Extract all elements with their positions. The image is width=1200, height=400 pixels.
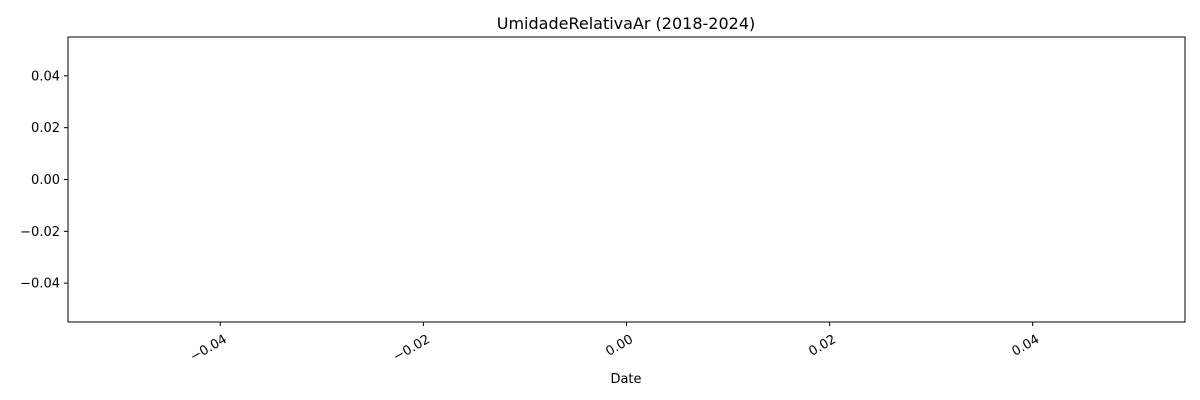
y-tick-label: 0.04 — [31, 69, 60, 84]
y-tick-label: −0.02 — [20, 225, 60, 240]
chart-title: UmidadeRelativaAr (2018-2024) — [497, 14, 756, 33]
plot-area-frame — [67, 36, 1186, 323]
y-tick-label: 0.00 — [31, 173, 60, 188]
y-tick-label: −0.04 — [20, 277, 60, 292]
x-axis-label: Date — [610, 372, 641, 387]
y-axis-ticks: 0.04 0.02 0.00 −0.02 −0.04 — [20, 69, 68, 292]
y-tick-label: 0.02 — [31, 121, 60, 136]
